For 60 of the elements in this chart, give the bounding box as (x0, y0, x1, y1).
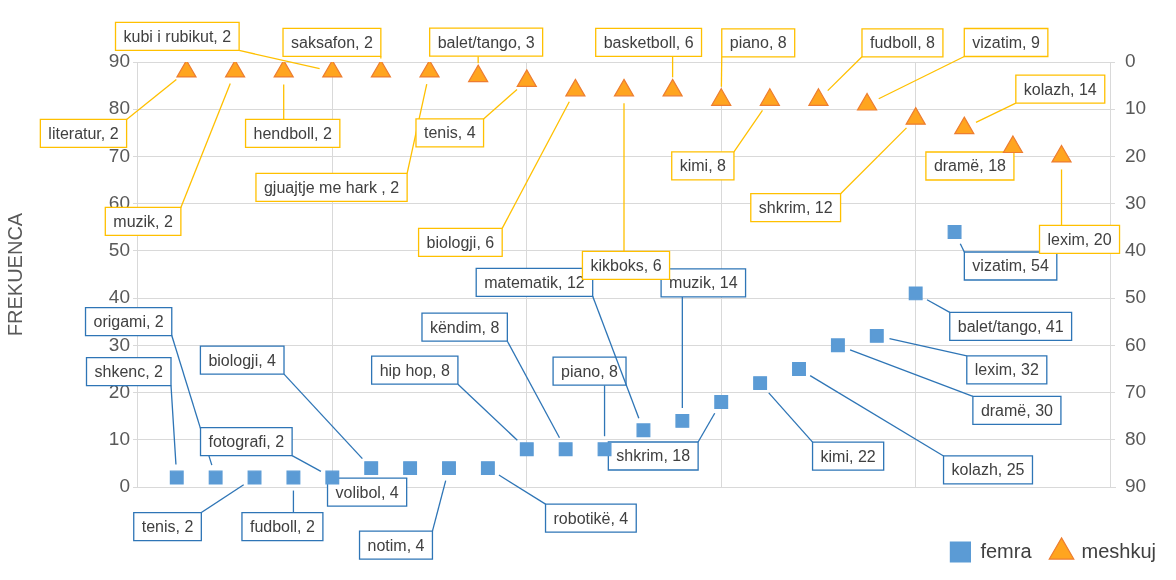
y-tick-label: 40 (108, 286, 130, 308)
data-label: kolazh, 14 (1023, 80, 1097, 98)
y2-tick-label: 30 (1125, 191, 1147, 213)
data-label: tenis, 4 (423, 124, 476, 142)
data-label: gjuajtje me hark , 2 (263, 178, 400, 196)
y-tick-label: 10 (108, 428, 130, 450)
y2-tick-label: 10 (1125, 97, 1147, 119)
data-label: muzik, 14 (669, 274, 738, 292)
data-label: piano, 8 (561, 362, 619, 380)
data-label: hendboll, 2 (253, 124, 332, 142)
y2-tick-label: 60 (1125, 333, 1147, 355)
data-label: vizatim, 54 (972, 257, 1049, 275)
y-tick-label: 0 (119, 475, 130, 497)
y-tick-label: 70 (108, 144, 130, 166)
data-label: dramë, 30 (980, 401, 1054, 419)
y-tick-label: 50 (108, 239, 130, 261)
y2-tick-label: 80 (1125, 428, 1147, 450)
data-label: lexim, 32 (974, 361, 1039, 379)
data-label: volibol, 4 (335, 483, 399, 501)
data-label: tenis, 2 (141, 517, 194, 535)
y2-tick-label: 70 (1125, 380, 1147, 402)
y2-tick-label: 20 (1125, 144, 1147, 166)
y2-tick-label: 0 (1125, 50, 1136, 72)
data-label: kikboks, 6 (590, 256, 662, 274)
data-label: muzik, 2 (113, 212, 173, 230)
data-label: shkenc, 2 (94, 362, 164, 380)
data-label: hip hop, 8 (379, 361, 451, 379)
data-label: kubi i rubikut, 2 (123, 27, 232, 45)
data-label: shkrim, 18 (616, 447, 691, 465)
data-label: literatur, 2 (48, 124, 119, 142)
data-label: kimi, 22 (820, 447, 876, 465)
data-label: piano, 8 (729, 34, 787, 52)
data-label: origami, 2 (93, 312, 164, 330)
data-label: balet/tango, 41 (957, 317, 1064, 335)
y-axis-title: FREKUENCA (3, 212, 26, 337)
data-label: lexim, 20 (1047, 230, 1112, 248)
data-label: robotikë, 4 (553, 509, 629, 527)
y2-tick-label: 40 (1125, 239, 1147, 261)
legend-label: femra (980, 539, 1033, 562)
data-label: biologji, 6 (426, 233, 495, 251)
y2-tick-label: 90 (1125, 475, 1147, 497)
data-label: kimi, 8 (679, 157, 727, 175)
data-label: vizatim, 9 (972, 33, 1040, 51)
legend-label: meshkuj (1081, 539, 1157, 562)
y-tick-label: 30 (108, 333, 130, 355)
data-label: saksafon, 2 (291, 33, 373, 51)
data-label: notim, 4 (367, 536, 425, 554)
data-label: dramë, 18 (933, 157, 1007, 175)
data-label: fudboll, 2 (249, 517, 315, 535)
data-label: këndim, 8 (429, 318, 500, 336)
y-tick-label: 80 (108, 97, 130, 119)
y-tick-label: 90 (108, 50, 130, 72)
data-label: basketboll, 6 (603, 33, 694, 51)
data-label: shkrim, 12 (758, 199, 833, 217)
data-label: fudboll, 8 (869, 34, 936, 52)
data-label: kolazh, 25 (951, 461, 1025, 479)
data-label: biologji, 4 (208, 351, 277, 369)
data-label: fotografi, 2 (208, 432, 285, 450)
data-label: balet/tango, 3 (437, 33, 535, 51)
y2-tick-label: 50 (1125, 286, 1147, 308)
